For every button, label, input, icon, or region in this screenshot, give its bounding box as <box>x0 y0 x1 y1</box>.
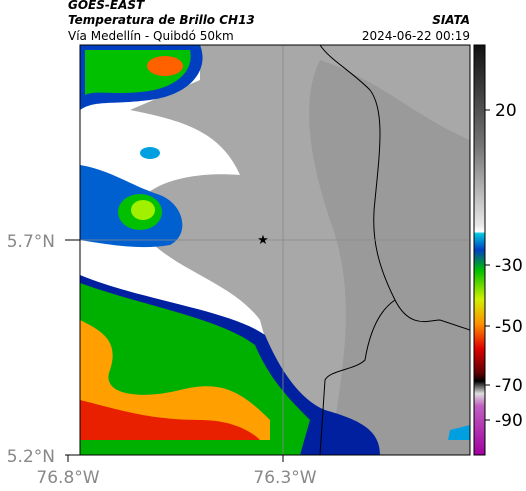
y-tick-label: 5.2°N <box>7 447 55 467</box>
x-tick-label: 76.3°W <box>253 468 316 488</box>
title: GOES-EAST <box>68 0 145 12</box>
colorbar <box>473 44 486 456</box>
svg-text:★: ★ <box>257 233 269 248</box>
colorbar-ticks <box>485 109 490 421</box>
colorbar-label: 20 <box>495 101 517 121</box>
location: Vía Medellín - Quibdó 50km <box>68 29 234 43</box>
source: SIATA <box>432 13 470 27</box>
colorbar-label: -70 <box>495 376 523 396</box>
satellite-image: ★ <box>80 45 470 455</box>
colorbar-label: -50 <box>495 317 523 337</box>
x-tick-label: 76.8°W <box>36 468 99 488</box>
colorbar-label: -90 <box>495 411 523 431</box>
subtitle: Temperatura de Brillo CH13 <box>68 13 255 27</box>
y-tick-label: 5.7°N <box>7 232 55 252</box>
datetime: 2024-06-22 00:19 <box>362 29 470 43</box>
colorbar-label: -30 <box>495 256 523 276</box>
map-frame <box>79 44 471 456</box>
